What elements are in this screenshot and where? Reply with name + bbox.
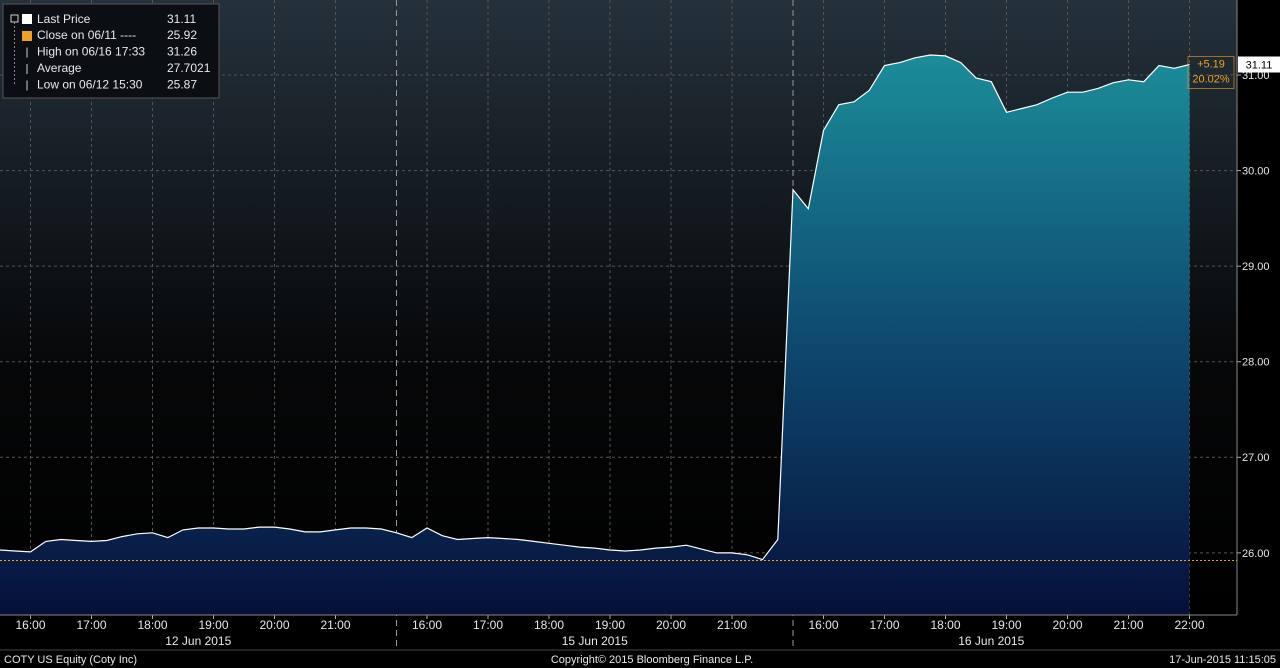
- legend-swatch: [22, 14, 32, 24]
- legend-box: [2, 3, 220, 99]
- y-tick-label: 29.00: [1242, 261, 1270, 273]
- x-tick-label: 16:00: [412, 618, 442, 632]
- area: [0, 55, 1190, 615]
- x-tick-label: 17:00: [473, 618, 503, 632]
- legend-value: 31.26: [167, 45, 197, 59]
- x-tick-label: 21:00: [320, 618, 350, 632]
- price-line: [0, 54, 1190, 561]
- y-tick-label: 27.00: [1242, 452, 1270, 464]
- x-tick-label: 17:00: [76, 618, 106, 632]
- x-tick-label: 20:00: [656, 618, 686, 632]
- legend-label: Last Price: [37, 12, 91, 26]
- change-box: [1187, 56, 1235, 89]
- copyright: Copyright© 2015 Bloomberg Finance L.P.: [551, 654, 753, 666]
- legend: Last Price 31.11 Close on 06/11 ---- 25.92 H…: [2, 3, 220, 99]
- x-tick-label: 21:00: [717, 618, 747, 632]
- x-tick-label: 20:00: [259, 618, 289, 632]
- x-tick-label: 19:00: [991, 618, 1021, 632]
- day-label: 15 Jun 2015: [562, 634, 628, 648]
- legend-value: 25.92: [167, 28, 197, 42]
- x-tick-label: 18:00: [930, 618, 960, 632]
- y-tick-label: 26.00: [1242, 548, 1270, 560]
- legend-value: 27.7021: [167, 61, 211, 75]
- legend-swatch: [22, 31, 32, 41]
- axis-background: [1237, 0, 1280, 615]
- axes: 26.00 27.00 28.00 29.00 30.00 31.00 16:00 17:00…: [15, 56, 1280, 648]
- legend-label: High on 06/16 17:33: [37, 45, 145, 59]
- timestamp: 17-Jun-2015 11:15:05: [1169, 654, 1276, 666]
- day-label: 12 Jun 2015: [165, 634, 231, 648]
- change-label: +5.19: [1197, 58, 1225, 70]
- footer-left: COTY US Equity (Coty Inc): [4, 654, 137, 666]
- legend-label: Low on 06/12 15:30: [37, 78, 143, 92]
- x-tick-label: 17:00: [869, 618, 899, 632]
- x-tick-label: 20:00: [1052, 618, 1082, 632]
- legend-label: Close on 06/11 ----: [37, 28, 136, 42]
- x-tick-label: 18:00: [534, 618, 564, 632]
- marks: [0, 54, 1237, 615]
- day-label: 16 Jun 2015: [958, 634, 1024, 648]
- x-tick-label: 16:00: [808, 618, 838, 632]
- last-tag: [1238, 56, 1280, 73]
- legend-value: 25.87: [167, 78, 197, 92]
- y-tick-label: 31.00: [1242, 70, 1270, 82]
- x-tick-label: 22:00: [1174, 618, 1204, 632]
- x-tick-label: 16:00: [15, 618, 45, 632]
- legend-value: 31.11: [167, 12, 196, 26]
- x-tick-label: 21:00: [1113, 618, 1143, 632]
- x-tick-label: 19:00: [198, 618, 228, 632]
- x-tick-label: 18:00: [137, 618, 167, 632]
- change-pct: 20.02%: [1192, 73, 1230, 85]
- y-tick-label: 30.00: [1242, 166, 1270, 178]
- x-tick-label: 19:00: [595, 618, 625, 632]
- y-tick-label: 28.00: [1242, 357, 1270, 369]
- last-tag-label: 31.11: [1246, 59, 1273, 71]
- legend-label: Average: [37, 61, 82, 75]
